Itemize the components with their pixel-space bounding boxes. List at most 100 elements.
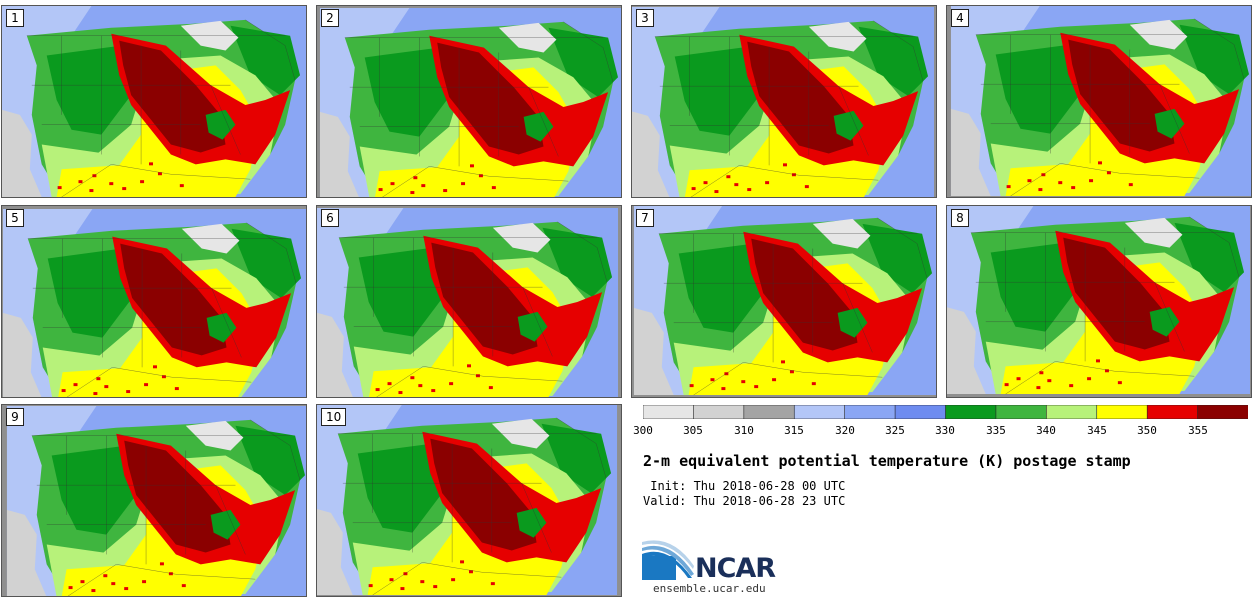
map-panel: 2 bbox=[316, 5, 622, 198]
temperature-region bbox=[754, 385, 759, 389]
map-panel: 1 bbox=[1, 5, 307, 198]
boundary-line bbox=[66, 367, 252, 397]
temperature-region bbox=[317, 509, 353, 596]
colorbar-tick-label: 325 bbox=[885, 424, 905, 437]
temperature-region bbox=[1039, 371, 1044, 375]
temperature-region bbox=[703, 181, 708, 185]
temperature-region bbox=[109, 182, 114, 186]
boundary-line bbox=[376, 366, 563, 397]
colorbar-tick-label: 310 bbox=[734, 424, 754, 437]
map-panel: 7 bbox=[631, 205, 937, 398]
temperature-region bbox=[1027, 179, 1032, 183]
temperature-region bbox=[58, 367, 151, 397]
temperature-region bbox=[469, 570, 473, 574]
temperature-region bbox=[1006, 185, 1011, 189]
ncar-logo-icon bbox=[642, 540, 694, 580]
temperature-region bbox=[410, 376, 415, 380]
temperature-region bbox=[420, 580, 425, 584]
temperature-region bbox=[1047, 379, 1052, 383]
website-url[interactable]: ensemble.ucar.edu bbox=[653, 582, 766, 595]
member-number: 9 bbox=[6, 408, 24, 426]
temperature-region bbox=[781, 360, 785, 364]
map-panel: 3 bbox=[631, 5, 937, 198]
temperature-region bbox=[400, 587, 405, 591]
temperature-region bbox=[721, 387, 726, 391]
temperature-region bbox=[122, 187, 127, 191]
boundary-line bbox=[690, 165, 879, 197]
temperature-region bbox=[772, 378, 777, 382]
boundary-line bbox=[556, 417, 607, 479]
colorbar-swatch bbox=[693, 405, 745, 419]
temperature-region bbox=[1128, 183, 1133, 187]
temperature-region bbox=[181, 584, 186, 588]
temperature-region bbox=[469, 164, 474, 168]
temperature-region bbox=[811, 382, 816, 386]
temperature-region bbox=[710, 378, 715, 382]
boundary-line bbox=[1154, 282, 1185, 352]
temperature-region bbox=[765, 181, 770, 185]
colorbar bbox=[643, 405, 1248, 419]
temperature-region bbox=[358, 247, 444, 337]
temperature-region bbox=[80, 580, 85, 584]
temperature-region bbox=[210, 509, 241, 540]
temperature-region bbox=[398, 391, 403, 395]
temperature-region bbox=[390, 182, 395, 186]
temperature-map bbox=[632, 6, 935, 197]
temperature-region bbox=[68, 586, 73, 590]
boundary-line bbox=[210, 85, 241, 155]
temperature-region bbox=[149, 162, 154, 166]
temperature-region bbox=[1058, 181, 1063, 185]
member-number: 10 bbox=[321, 408, 347, 426]
temperature-region bbox=[1117, 381, 1122, 385]
temperature-region bbox=[413, 176, 418, 180]
temperature-region bbox=[950, 108, 991, 197]
colorbar-tick-label: 315 bbox=[784, 424, 804, 437]
temperature-region bbox=[478, 174, 483, 178]
temperature-region bbox=[475, 374, 480, 378]
boundary-line bbox=[563, 21, 614, 83]
colorbar-swatch bbox=[793, 405, 846, 419]
temperature-region bbox=[142, 580, 147, 584]
temperature-region bbox=[124, 440, 231, 553]
boundary-line bbox=[245, 19, 296, 81]
temperature-region bbox=[57, 186, 62, 190]
boundary-line bbox=[215, 485, 246, 555]
colorbar-swatch bbox=[945, 405, 997, 419]
temperature-region bbox=[633, 307, 674, 396]
temperature-region bbox=[804, 185, 809, 189]
temperature-region bbox=[1104, 369, 1109, 373]
ncar-logo-text: NCAR bbox=[695, 553, 776, 584]
colorbar-tick-label: 320 bbox=[835, 424, 855, 437]
temperature-region bbox=[833, 110, 864, 141]
temperature-region bbox=[368, 584, 373, 588]
temperature-region bbox=[378, 188, 383, 192]
temperature-region bbox=[159, 562, 164, 566]
temperature-region bbox=[837, 307, 868, 338]
temperature-region bbox=[791, 173, 796, 177]
temperature-region bbox=[140, 180, 145, 184]
temperature-region bbox=[206, 312, 237, 343]
temperature-region bbox=[1038, 188, 1043, 192]
temperature-region bbox=[179, 184, 184, 188]
temperature-region bbox=[73, 383, 78, 387]
boundary-line bbox=[1189, 216, 1240, 278]
temperature-region bbox=[144, 383, 149, 387]
temperature-region bbox=[491, 186, 496, 190]
temperature-region bbox=[2, 109, 42, 197]
temperature-region bbox=[691, 187, 696, 191]
temperature-region bbox=[1005, 163, 1100, 197]
boundary-line bbox=[211, 288, 242, 358]
temperature-region bbox=[230, 25, 301, 96]
temperature-region bbox=[995, 44, 1081, 134]
boundary-line bbox=[838, 86, 869, 156]
init-time: Init: Thu 2018-06-28 00 UTC bbox=[643, 479, 846, 493]
temperature-region bbox=[47, 248, 133, 338]
temperature-region bbox=[205, 109, 236, 140]
temperature-region bbox=[858, 26, 929, 97]
member-number: 5 bbox=[6, 209, 24, 227]
map-panel: 9 bbox=[1, 404, 307, 597]
temperature-region bbox=[369, 366, 462, 397]
temperature-region bbox=[104, 385, 109, 389]
temperature-region bbox=[168, 572, 173, 576]
temperature-region bbox=[317, 312, 353, 397]
